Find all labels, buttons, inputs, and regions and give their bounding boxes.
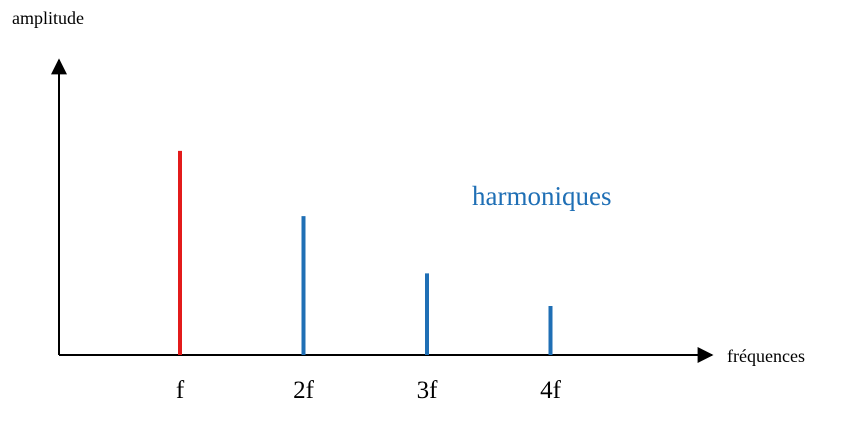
spectrum-lines — [178, 150, 553, 355]
tick-label-2f: 2f — [293, 377, 315, 404]
x-axis-label: fréquences — [727, 346, 805, 366]
y-axis-label: amplitude — [12, 8, 84, 28]
tick-label-3f: 3f — [417, 377, 439, 404]
tick-labels: f 2f 3f 4f — [176, 377, 562, 404]
tick-label-f: f — [176, 377, 185, 404]
tick-label-4f: 4f — [540, 377, 562, 404]
harmonics-annotation: harmoniques — [472, 181, 611, 211]
